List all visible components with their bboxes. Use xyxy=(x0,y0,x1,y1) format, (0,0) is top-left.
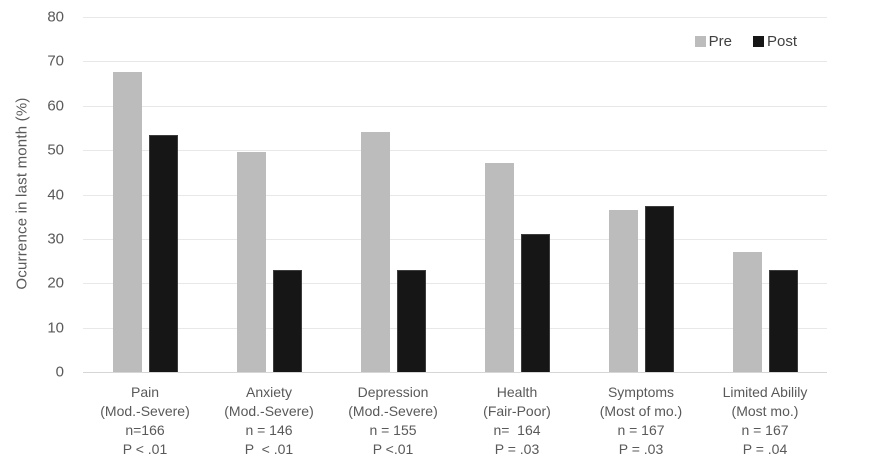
bar-groups xyxy=(83,17,827,372)
category-label-line: P = .04 xyxy=(742,441,788,457)
category-label-line: n = 167 xyxy=(741,422,789,438)
y-axis-tick-label: 10 xyxy=(47,319,64,337)
bar-post xyxy=(520,234,550,372)
gridline xyxy=(83,238,827,240)
gridline xyxy=(83,17,827,18)
bar-pre xyxy=(608,210,638,372)
category-label-line: n= 164 xyxy=(493,422,541,438)
category-group xyxy=(579,17,703,372)
y-tick-labels: 0 10 20 30 40 50 60 70 80 xyxy=(0,9,64,381)
bar-post xyxy=(768,269,798,372)
category-label: Limited Abilily (Most mo.) n = 167 P = .04 xyxy=(703,383,827,459)
gridlines xyxy=(83,17,827,373)
category-label-line: n = 146 xyxy=(245,422,293,438)
y-axis-tick-label: 30 xyxy=(47,230,64,248)
legend-label-post: Post xyxy=(766,33,797,50)
y-axis-tick-label: 40 xyxy=(47,186,64,203)
legend: Pre Post xyxy=(694,33,797,50)
y-axis-tick-label: 50 xyxy=(47,141,64,159)
category-label-line: (Most of mo.) xyxy=(599,403,683,419)
category-label-line: P < .01 xyxy=(244,441,294,457)
legend-swatch-post xyxy=(752,36,764,47)
gridline xyxy=(83,61,827,63)
gridline xyxy=(83,194,827,196)
category-group xyxy=(455,17,579,372)
category-label-line: P = .03 xyxy=(494,441,540,457)
category-label: Health (Fair-Poor) n= 164 P = .03 xyxy=(455,383,579,459)
category-label: Pain (Mod.-Severe) n=166 P < .01 xyxy=(83,383,207,459)
category-label-line: (Mod.-Severe) xyxy=(100,403,190,419)
y-axis-tick-label: 20 xyxy=(47,274,64,292)
category-label-line: Limited Abilily xyxy=(722,384,808,400)
category-label-line: Pain xyxy=(130,384,160,400)
gridline xyxy=(83,327,827,329)
bar-pre xyxy=(112,72,142,372)
category-group xyxy=(331,17,455,372)
category-label-line: (Mod.-Severe) xyxy=(348,403,438,419)
category-label-line: Symptoms xyxy=(607,384,675,400)
bar-post xyxy=(644,205,674,372)
bar-pre xyxy=(484,163,514,372)
legend-item-post: Post xyxy=(752,33,797,50)
x-axis-line xyxy=(83,372,827,373)
bar-post xyxy=(148,134,178,372)
y-axis-tick-label: 80 xyxy=(47,8,64,26)
category-label-line: Anxiety xyxy=(246,384,292,400)
category-label-line: Health xyxy=(496,384,538,400)
y-axis-tick-label: 0 xyxy=(55,363,64,381)
gridline xyxy=(83,283,827,285)
category-label-line: P <.01 xyxy=(372,441,414,457)
bar-post xyxy=(396,269,426,372)
x-axis-labels: Pain (Mod.-Severe) n=166 P < .01 Anxiety (Mod… xyxy=(83,383,827,459)
y-axis-tick-label: 60 xyxy=(47,97,64,115)
gridline xyxy=(83,150,827,152)
legend-swatch-pre xyxy=(694,36,706,47)
category-label: Symptoms (Most of mo.) n = 167 P = .03 xyxy=(579,383,703,459)
category-label: Anxiety (Mod.-Severe) n = 146 P < .01 xyxy=(207,383,331,459)
bar-post xyxy=(272,269,302,372)
category-group xyxy=(207,17,331,372)
category-label-line: P = .03 xyxy=(618,441,664,457)
bar-pre xyxy=(360,132,390,372)
category-label-line: n = 167 xyxy=(617,422,665,438)
legend-item-pre: Pre xyxy=(694,33,732,50)
category-label-line: n = 155 xyxy=(369,422,417,438)
category-label-line: Depression xyxy=(357,384,429,400)
category-label: Depression (Mod.-Severe) n = 155 P <.01 xyxy=(331,383,455,459)
bar-pre xyxy=(732,252,762,372)
plot-area xyxy=(83,17,827,373)
category-group xyxy=(83,17,207,372)
category-label-line: (Fair-Poor) xyxy=(483,403,551,419)
category-label-line: P < .01 xyxy=(122,441,168,457)
category-label-line: n=166 xyxy=(125,422,165,438)
legend-label-pre: Pre xyxy=(708,33,732,50)
category-label-line: (Most mo.) xyxy=(731,403,799,419)
category-label-line: (Mod.-Severe) xyxy=(224,403,314,419)
bar-pre xyxy=(236,152,266,372)
y-axis-tick-label: 70 xyxy=(47,52,64,70)
category-group xyxy=(703,17,827,372)
gridline xyxy=(83,105,827,107)
